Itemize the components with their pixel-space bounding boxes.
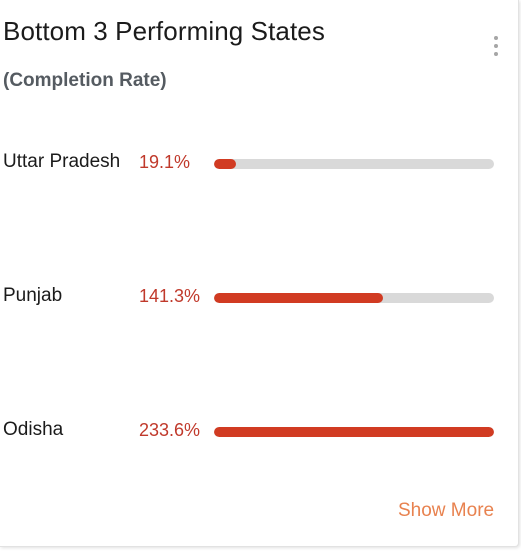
state-value: 233.6% [139, 420, 201, 440]
state-value: 141.3% [139, 286, 201, 306]
more-vertical-icon[interactable] [488, 34, 504, 58]
progress-fill [214, 427, 494, 437]
state-row-2: Punjab 141.3% [0, 281, 518, 311]
state-row-1: Uttar Pradesh 19.1% [0, 147, 518, 177]
card-subtitle: (Completion Rate) [3, 70, 167, 91]
progress-track [214, 293, 494, 303]
state-row-3: Odisha 233.6% [0, 415, 518, 445]
progress-track [214, 159, 494, 169]
card-title: Bottom 3 Performing States [3, 16, 325, 46]
progress-fill [214, 159, 237, 169]
progress-fill [214, 293, 384, 303]
state-value: 19.1% [139, 152, 191, 172]
show-more-link[interactable]: Show More [398, 500, 495, 521]
state-name: Odisha [3, 419, 64, 440]
state-name: Punjab [3, 285, 63, 306]
progress-track [214, 427, 494, 437]
state-name: Uttar Pradesh [3, 151, 121, 172]
